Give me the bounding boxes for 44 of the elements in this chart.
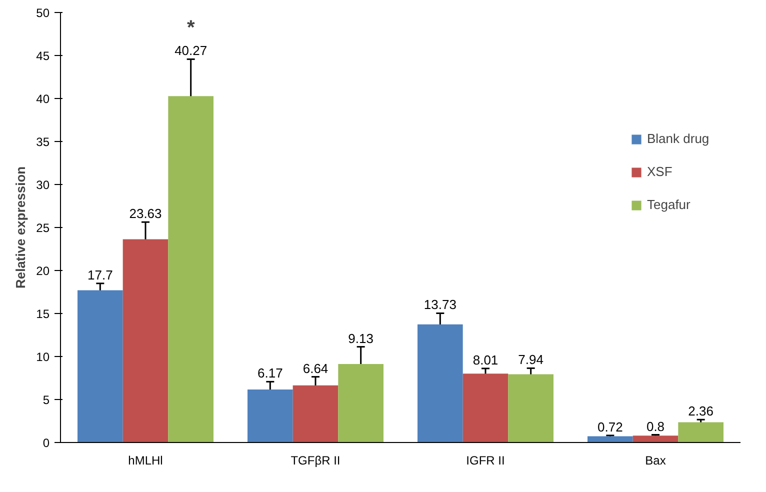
bar bbox=[292, 385, 338, 442]
data-label: 7.94 bbox=[518, 352, 544, 368]
legend-label: XSF bbox=[647, 164, 672, 179]
bar bbox=[508, 374, 554, 442]
bar bbox=[462, 374, 508, 442]
x-tick-label: Bax bbox=[645, 454, 666, 468]
data-label: 9.13 bbox=[348, 330, 374, 346]
y-tick-label: 20 bbox=[36, 264, 50, 278]
y-tick-label: 0 bbox=[42, 436, 50, 450]
annotation: * bbox=[186, 17, 195, 40]
data-label: 0.72 bbox=[598, 419, 623, 434]
bar bbox=[168, 96, 214, 442]
legend-label: Tegafur bbox=[647, 197, 690, 212]
y-tick-label: 15 bbox=[36, 307, 50, 321]
x-tick-label: TGFβR II bbox=[290, 454, 340, 468]
y-tick-label: 40 bbox=[36, 92, 50, 106]
y-tick-label: 5 bbox=[42, 393, 50, 407]
y-tick-label: 45 bbox=[36, 49, 50, 63]
bar bbox=[248, 389, 293, 442]
y-tick-label: 30 bbox=[36, 178, 50, 192]
bar bbox=[632, 436, 678, 442]
y-tick-label: 50 bbox=[36, 6, 50, 20]
data-label: 6.64 bbox=[302, 360, 328, 376]
bar bbox=[588, 436, 633, 442]
data-label: 23.63 bbox=[129, 206, 162, 222]
data-label: 40.27 bbox=[174, 43, 208, 58]
data-label: 8.01 bbox=[472, 352, 498, 368]
bar bbox=[678, 422, 724, 442]
data-label: 2.36 bbox=[688, 404, 714, 419]
y-tick-label: 35 bbox=[36, 135, 50, 149]
data-label: 6.17 bbox=[258, 366, 283, 381]
data-label: 17.7 bbox=[88, 267, 113, 282]
y-axis-title: Relative expression bbox=[13, 166, 28, 289]
bar bbox=[338, 364, 384, 442]
x-tick-label: hMLHl bbox=[128, 454, 163, 468]
bar bbox=[122, 239, 168, 442]
x-tick-label: IGFR II bbox=[466, 454, 505, 468]
bar bbox=[78, 290, 123, 442]
data-label: 0.8 bbox=[646, 418, 665, 434]
y-tick-label: 25 bbox=[36, 221, 50, 235]
y-tick-label: 10 bbox=[36, 350, 50, 364]
legend-label: Blank drug bbox=[647, 131, 710, 146]
bar bbox=[418, 324, 463, 442]
data-label: 13.73 bbox=[424, 297, 456, 312]
